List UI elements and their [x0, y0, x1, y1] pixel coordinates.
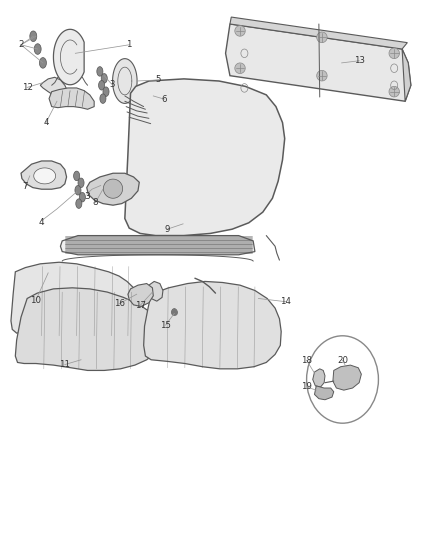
Polygon shape: [87, 173, 139, 205]
Text: 4: 4: [39, 219, 44, 227]
Polygon shape: [40, 77, 68, 99]
Polygon shape: [78, 178, 84, 188]
Polygon shape: [103, 179, 123, 198]
Text: 6: 6: [162, 95, 167, 103]
Polygon shape: [144, 281, 281, 369]
Text: 2: 2: [18, 41, 24, 49]
Text: 16: 16: [113, 300, 125, 308]
Text: 17: 17: [134, 301, 146, 310]
Polygon shape: [235, 63, 245, 74]
Text: 13: 13: [353, 56, 365, 65]
Polygon shape: [402, 49, 411, 101]
Polygon shape: [75, 185, 81, 195]
Text: 5: 5: [156, 76, 161, 84]
Polygon shape: [39, 58, 46, 68]
Polygon shape: [34, 44, 41, 54]
Polygon shape: [101, 74, 107, 83]
Polygon shape: [125, 79, 285, 236]
Polygon shape: [30, 31, 37, 42]
Text: 18: 18: [301, 356, 312, 365]
Polygon shape: [172, 309, 177, 315]
Polygon shape: [21, 161, 67, 189]
Polygon shape: [11, 262, 145, 337]
Text: 3: 3: [109, 80, 114, 88]
Text: 7: 7: [23, 182, 28, 191]
Polygon shape: [389, 86, 399, 97]
Polygon shape: [97, 67, 103, 76]
Text: 8: 8: [93, 198, 98, 207]
Text: 15: 15: [160, 321, 171, 329]
Polygon shape: [113, 59, 137, 103]
Polygon shape: [76, 199, 82, 208]
Polygon shape: [230, 17, 407, 49]
Text: 3: 3: [84, 192, 90, 200]
Polygon shape: [53, 29, 84, 85]
Polygon shape: [148, 281, 163, 301]
Polygon shape: [128, 284, 153, 306]
Polygon shape: [317, 32, 327, 43]
Text: 9: 9: [165, 225, 170, 233]
Polygon shape: [99, 80, 105, 90]
Polygon shape: [15, 288, 161, 370]
Polygon shape: [333, 365, 361, 390]
Polygon shape: [49, 88, 94, 109]
Polygon shape: [103, 87, 109, 96]
Polygon shape: [74, 171, 80, 181]
Text: 10: 10: [30, 296, 42, 304]
Text: 4: 4: [43, 118, 49, 127]
Text: 11: 11: [59, 360, 71, 369]
Polygon shape: [235, 26, 245, 36]
Polygon shape: [60, 236, 255, 255]
Text: 20: 20: [337, 356, 348, 365]
Polygon shape: [389, 48, 399, 59]
Polygon shape: [100, 94, 106, 103]
Text: 12: 12: [21, 83, 33, 92]
Polygon shape: [34, 168, 56, 184]
Polygon shape: [226, 24, 411, 101]
Text: 1: 1: [127, 41, 132, 49]
Polygon shape: [79, 192, 85, 202]
Polygon shape: [317, 70, 327, 81]
Polygon shape: [313, 369, 325, 387]
Text: 14: 14: [280, 297, 291, 306]
Polygon shape: [314, 386, 334, 400]
Text: 19: 19: [301, 383, 312, 391]
